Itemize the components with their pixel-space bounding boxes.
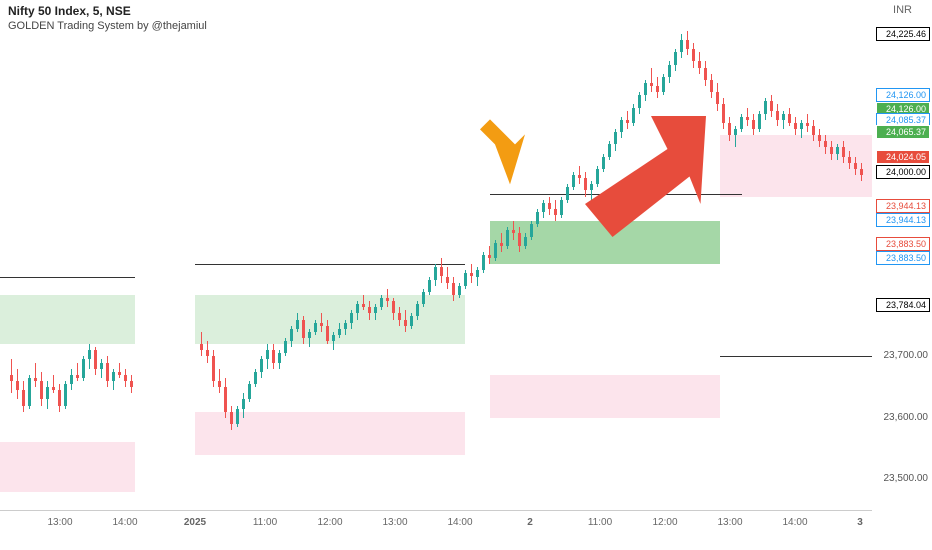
- price-gridline-label: 23,500.00: [876, 473, 928, 484]
- time-axis-label: 2: [527, 517, 533, 528]
- chart-title: Nifty 50 Index, 5, NSE: [8, 4, 131, 18]
- price-axis: INR 23,500.00 23,600.00 23,700.00 24,225.4…: [872, 0, 932, 510]
- price-level-box: 24,225.46: [876, 27, 930, 41]
- time-axis-label: 12:00: [317, 517, 342, 528]
- orange-arrow-icon: [480, 119, 525, 184]
- red-arrow-icon: [585, 116, 706, 237]
- price-gridline-label: 23,700.00: [876, 350, 928, 361]
- time-axis: 13:00 14:00 2025 11:00 12:00 13:00 14:00 2 11:00…: [0, 510, 872, 550]
- price-level-box: 24,126.00: [876, 88, 930, 102]
- time-axis-label: 2025: [184, 517, 206, 528]
- zone: [490, 375, 720, 418]
- price-level-box: 23,883.50: [876, 237, 930, 251]
- time-axis-label: 13:00: [382, 517, 407, 528]
- time-axis-label: 11:00: [253, 517, 277, 528]
- horizontal-line: [490, 194, 742, 195]
- time-axis-label: 11:00: [588, 517, 612, 528]
- horizontal-line: [0, 277, 135, 278]
- price-gridline-label: 23,600.00: [876, 412, 928, 423]
- time-axis-label: 3: [857, 517, 863, 528]
- chart-area[interactable]: Nifty 50 Index, 5, NSE GOLDEN Trading Sy…: [0, 0, 872, 510]
- price-level-box: 23,883.50: [876, 251, 930, 265]
- time-axis-label: 14:00: [782, 517, 807, 528]
- horizontal-line: [195, 264, 465, 265]
- price-level-box: 23,784.04: [876, 298, 930, 312]
- time-axis-label: 12:00: [652, 517, 677, 528]
- time-axis-label: 13:00: [717, 517, 742, 528]
- horizontal-line: [720, 356, 872, 357]
- zone: [0, 295, 135, 344]
- time-axis-label: 14:00: [112, 517, 137, 528]
- price-level-box: 23,944.13: [876, 213, 930, 227]
- time-axis-label: 13:00: [47, 517, 72, 528]
- chart-subtitle: GOLDEN Trading System by @thejamiul: [8, 20, 207, 32]
- price-level-box: 24,024.05: [876, 150, 930, 164]
- time-axis-label: 14:00: [447, 517, 472, 528]
- price-level-box: 24,065.37: [876, 125, 930, 139]
- zone: [0, 442, 135, 491]
- currency-label: INR: [893, 4, 912, 16]
- price-level-box: 24,000.00: [876, 165, 930, 179]
- price-level-box: 23,944.13: [876, 199, 930, 213]
